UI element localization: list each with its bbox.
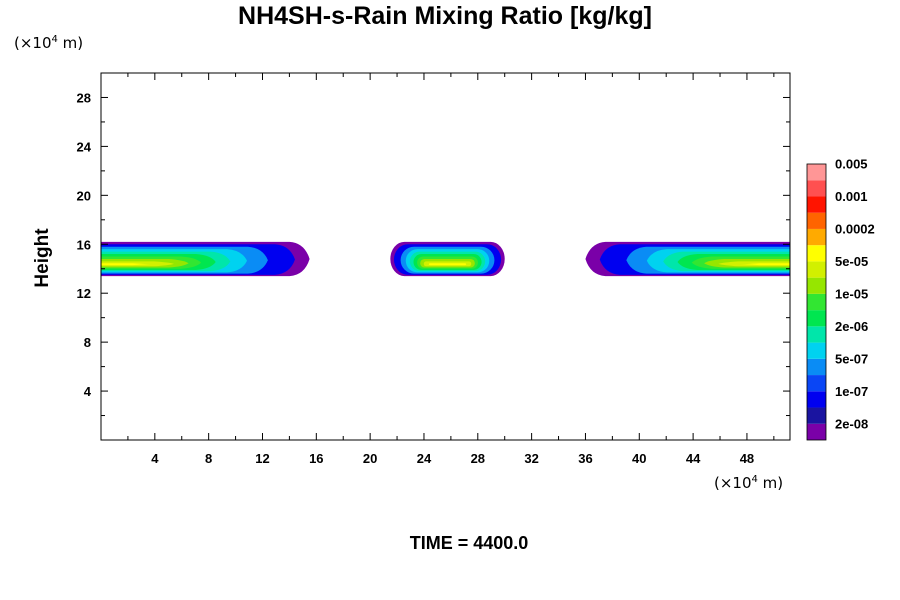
colorbar-swatch <box>807 245 826 262</box>
colorbar-label: 1e-07 <box>835 384 868 399</box>
colorbar-swatch <box>807 310 826 327</box>
x-tick-label: 24 <box>417 451 432 466</box>
contour-band-left-9 <box>101 263 154 266</box>
x-axis-unit: (×104 m) <box>714 474 783 492</box>
colorbar-swatch <box>807 196 826 213</box>
x-tick-label: 40 <box>632 451 646 466</box>
colorbar-swatch <box>807 326 826 343</box>
x-tick-label: 20 <box>363 451 377 466</box>
y-tick-label: 12 <box>77 286 91 301</box>
x-tick-label: 36 <box>578 451 592 466</box>
plot-frame <box>100 72 791 441</box>
colorbar-label: 5e-05 <box>835 254 868 269</box>
contour-band-right-9 <box>738 263 790 266</box>
y-tick-label: 28 <box>77 90 91 105</box>
y-axis-label: Height <box>32 228 53 288</box>
colorbar-swatch <box>807 277 826 294</box>
x-tick-label: 12 <box>255 451 269 466</box>
y-tick-label: 16 <box>77 237 91 252</box>
colorbar-frame <box>806 163 827 441</box>
colorbar-swatch <box>807 212 826 229</box>
chart-title: NH4SH-s-Rain Mixing Ratio [kg/kg] <box>238 2 652 30</box>
y-tick-label: 8 <box>84 335 91 350</box>
x-tick-label: 16 <box>309 451 323 466</box>
y-tick-label: 4 <box>84 384 92 399</box>
colorbar-swatch <box>807 375 826 392</box>
colorbar-swatch <box>807 180 826 197</box>
colorbar-label: 0.005 <box>835 157 868 172</box>
x-tick-label: 48 <box>740 451 754 466</box>
colorbar: 2e-08 1e-07 5e-07 2e-06 1e-05 5e-05 0.0002 0.00… <box>806 157 875 441</box>
colorbar-swatch <box>807 293 826 311</box>
colorbar-label: 0.001 <box>835 189 868 204</box>
colorbar-label: 2e-06 <box>835 319 868 334</box>
colorbar-swatch <box>807 261 826 278</box>
y-axis-unit: (×104 m) <box>14 34 83 52</box>
colorbar-swatch <box>807 164 826 181</box>
colorbar-swatch <box>807 228 826 246</box>
contour-band-center-9 <box>428 263 467 266</box>
colorbar-label: 1e-05 <box>835 286 868 301</box>
colorbar-swatch <box>807 407 826 424</box>
x-tick-label: 8 <box>205 451 212 466</box>
x-tick-label: 4 <box>151 451 159 466</box>
y-tick-label: 20 <box>77 188 91 203</box>
x-tick-label: 44 <box>686 451 701 466</box>
colorbar-swatch <box>807 391 826 408</box>
x-tick-label: 28 <box>471 451 485 466</box>
colorbar-swatch <box>807 358 826 376</box>
plot-area <box>101 241 790 277</box>
colorbar-swatch <box>807 423 826 440</box>
colorbar-label: 0.0002 <box>835 221 875 236</box>
y-tick-label: 24 <box>77 139 92 154</box>
time-label: TIME = 4400.0 <box>410 533 529 553</box>
colorbar-label: 5e-07 <box>835 351 868 366</box>
colorbar-label: 2e-08 <box>835 416 868 431</box>
colorbar-swatch <box>807 342 826 359</box>
x-tick-label: 32 <box>524 451 538 466</box>
